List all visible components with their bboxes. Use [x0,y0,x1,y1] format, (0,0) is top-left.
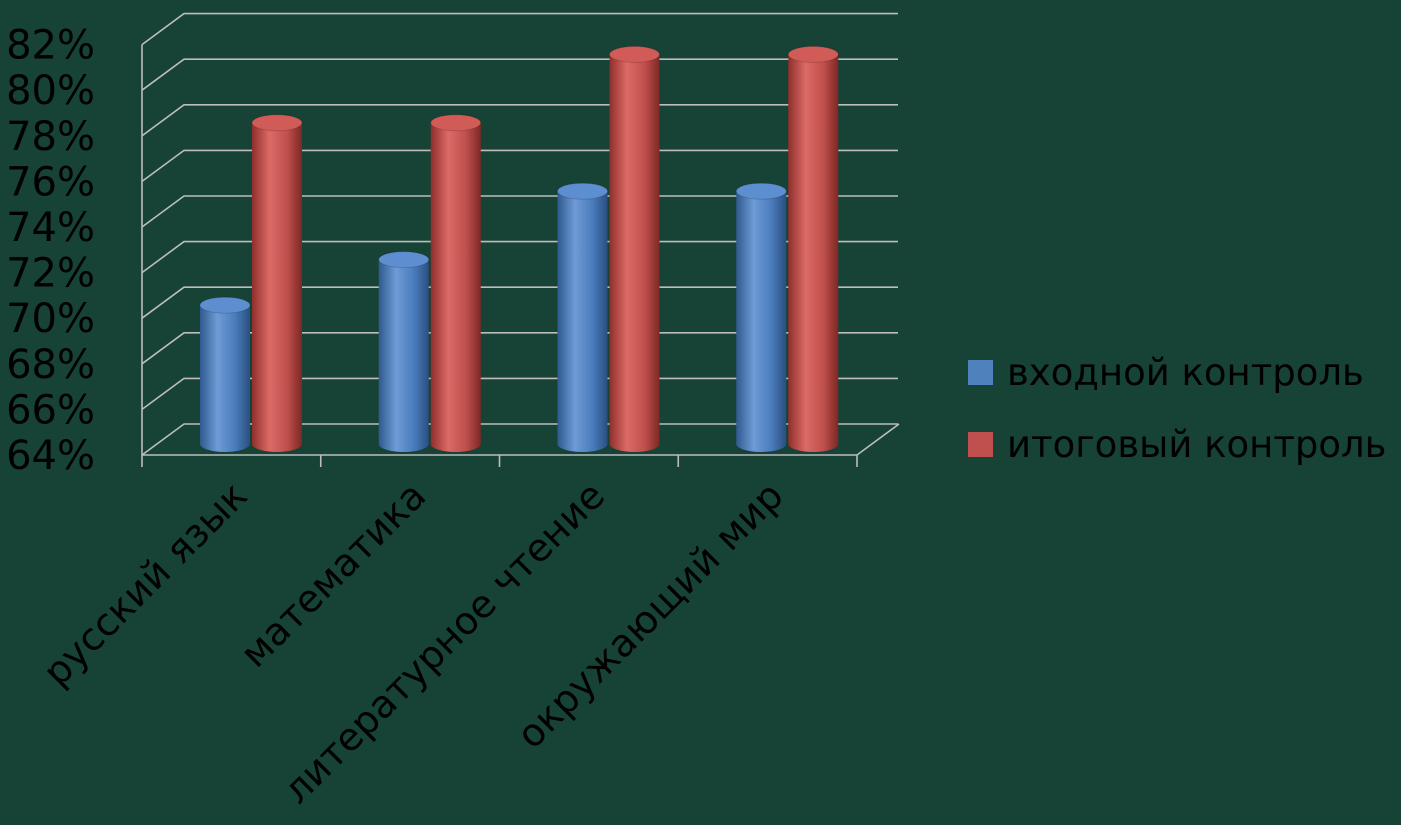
y-tick-label: 82% [6,23,95,69]
gridline [141,332,898,365]
gridline [141,104,898,137]
y-tick-labels: 64%66%68%70%72%74%76%78%80%82% [6,23,95,479]
gridline [141,12,898,46]
legend-item-series-2: итоговый контроль [968,422,1386,467]
bar [199,296,251,452]
y-tick-label: 78% [6,114,95,160]
y-tick-label: 72% [6,251,95,297]
y-tick-label: 76% [6,159,95,205]
y-tick-label: 70% [6,296,95,342]
gridlines [141,12,898,456]
legend-label-series-2: итоговый контроль [1007,423,1387,466]
bar [251,114,303,453]
category-label: математика [232,473,435,676]
category-label: русский язык [34,473,255,694]
bar [557,182,608,452]
y-tick-label: 74% [6,205,95,251]
legend: входной контроль итоговый контроль [968,350,1386,494]
bar [735,182,787,452]
y-tick-label: 64% [6,433,95,479]
bar [609,45,660,453]
category-label: литературное чтение [274,473,613,812]
legend-swatch-series-2 [968,432,993,457]
legend-swatch-series-1 [968,360,993,385]
bar [787,45,839,453]
gridline [141,58,898,91]
gridline [141,423,898,456]
gridline [141,286,898,319]
gridline [141,240,898,274]
gridline [141,195,898,228]
axes [141,44,900,467]
y-tick-label: 66% [6,387,95,433]
bar [378,251,430,452]
legend-label-series-1: входной контроль [1007,351,1364,394]
y-tick-label: 68% [6,342,95,388]
y-tick-label: 80% [6,68,95,114]
legend-item-series-1: входной контроль [968,350,1386,395]
bars [199,45,839,453]
gridline [141,149,898,183]
gridline [141,377,898,411]
bar [430,114,482,453]
